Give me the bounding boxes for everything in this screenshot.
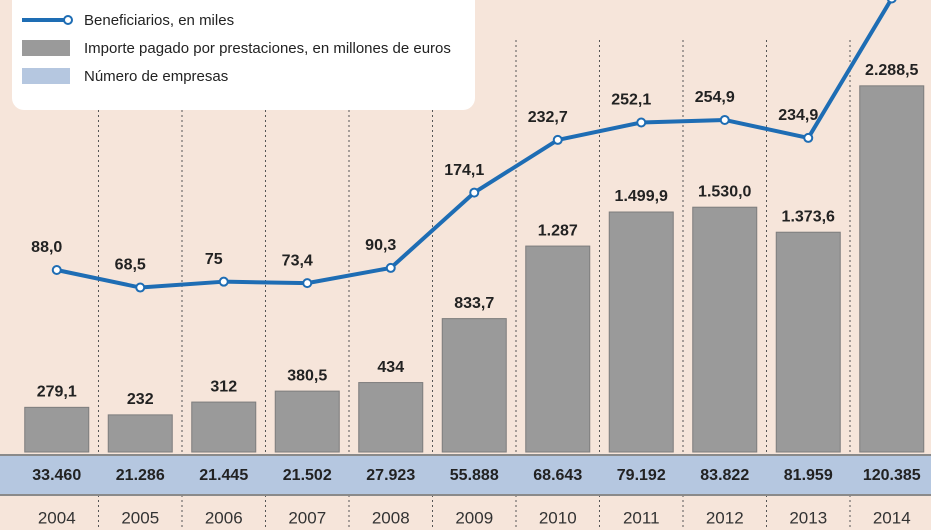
line-label: 232,7 bbox=[528, 109, 568, 126]
x-tick-label: 2012 bbox=[706, 508, 744, 527]
legend-table-icon bbox=[22, 68, 70, 84]
bar bbox=[107, 414, 173, 453]
line-marker bbox=[552, 134, 563, 145]
bar-label: 833,7 bbox=[454, 295, 494, 312]
legend: Beneficiarios, en miles Importe pagado p… bbox=[12, 0, 475, 110]
bar bbox=[358, 382, 424, 453]
legend-label: Beneficiarios, en miles bbox=[84, 12, 234, 29]
bar bbox=[24, 406, 90, 453]
x-tick-label: 2005 bbox=[121, 508, 159, 527]
line-label: 73,4 bbox=[282, 252, 313, 269]
x-tick-label: 2011 bbox=[623, 508, 660, 527]
legend-box bbox=[12, 0, 475, 110]
line-marker bbox=[636, 117, 647, 128]
line-label: 88,0 bbox=[31, 239, 62, 256]
table-cell bbox=[265, 456, 349, 494]
line-marker bbox=[803, 132, 814, 143]
line-label: 75 bbox=[205, 251, 223, 268]
legend-label: Importe pagado por prestaciones, en mill… bbox=[84, 40, 451, 57]
table-cell bbox=[432, 456, 516, 494]
line-marker bbox=[218, 276, 229, 287]
bar bbox=[608, 211, 674, 453]
line-label: 68,5 bbox=[115, 257, 146, 274]
bars: 279,1 232 312 380,5 434 833,7 1.287 1.499,9 1.53… bbox=[24, 62, 925, 453]
bar-label: 232 bbox=[127, 391, 154, 408]
bar-label: 1.373,6 bbox=[782, 208, 835, 225]
bar bbox=[775, 231, 841, 453]
bar-label: 1.530,0 bbox=[698, 183, 751, 200]
table-value: 33.460 bbox=[32, 467, 81, 484]
bar bbox=[859, 85, 925, 453]
x-tick-label: 2010 bbox=[539, 508, 577, 527]
bar-label: 279,1 bbox=[37, 384, 77, 401]
line-marker bbox=[135, 282, 146, 293]
line-marker bbox=[886, 0, 897, 4]
x-tick-label: 2004 bbox=[38, 508, 76, 527]
line-label: 234,9 bbox=[778, 107, 818, 124]
table-value: 55.888 bbox=[450, 467, 499, 484]
line-marker bbox=[302, 278, 313, 289]
bar bbox=[525, 245, 591, 453]
bar-label: 2.288,5 bbox=[865, 62, 918, 79]
x-tick-label: 2007 bbox=[288, 508, 326, 527]
bar-label: 434 bbox=[377, 359, 404, 376]
table-cell bbox=[182, 456, 266, 494]
bar bbox=[191, 401, 257, 453]
table-value: 81.959 bbox=[784, 467, 833, 484]
legend-marker-icon bbox=[63, 15, 73, 25]
line-marker bbox=[719, 114, 730, 125]
line-label: 254,9 bbox=[695, 89, 735, 106]
bar-label: 1.287 bbox=[538, 222, 578, 239]
table-value: 83.822 bbox=[700, 467, 749, 484]
table-value: 21.502 bbox=[283, 467, 332, 484]
table-cell bbox=[850, 456, 931, 494]
line-label: 90,3 bbox=[365, 237, 396, 254]
x-tick-label: 2008 bbox=[372, 508, 410, 527]
x-tick-label: 2014 bbox=[873, 508, 911, 527]
legend-bar-icon bbox=[22, 40, 70, 56]
bar-label: 312 bbox=[210, 378, 237, 395]
bar bbox=[441, 318, 507, 453]
x-tick-label: 2006 bbox=[205, 508, 243, 527]
bar bbox=[692, 206, 758, 453]
table-cell bbox=[0, 456, 99, 494]
bar-label: 1.499,9 bbox=[615, 188, 668, 205]
x-tick-label: 2009 bbox=[455, 508, 493, 527]
legend-label: Número de empresas bbox=[84, 68, 228, 85]
table-cell bbox=[98, 456, 182, 494]
bar-label: 380,5 bbox=[287, 367, 327, 384]
table-value: 27.923 bbox=[366, 467, 415, 484]
line-marker bbox=[51, 265, 62, 275]
line-marker bbox=[469, 187, 480, 198]
line-layer: 88,0 68,5 75 73,4 90,3 174,1 232,7 252,1 254,9 23… bbox=[31, 0, 897, 293]
bar bbox=[274, 390, 340, 453]
table-value: 120.385 bbox=[863, 467, 921, 484]
x-tick-label: 2013 bbox=[789, 508, 827, 527]
table-value: 68.643 bbox=[533, 467, 582, 484]
table-cell bbox=[599, 456, 683, 494]
table-cell bbox=[766, 456, 850, 494]
line-label: 252,1 bbox=[611, 92, 651, 109]
table-value: 21.445 bbox=[199, 467, 248, 484]
table-cell bbox=[516, 456, 600, 494]
table-value: 79.192 bbox=[617, 467, 666, 484]
line-label: 174,1 bbox=[444, 162, 484, 179]
table-row: 33.460 21.286 21.445 21.502 27.923 55.888 68.6… bbox=[0, 454, 931, 496]
line-marker bbox=[385, 262, 396, 273]
table-value: 21.286 bbox=[116, 467, 165, 484]
table-cell bbox=[683, 456, 767, 494]
table-cell bbox=[349, 456, 433, 494]
